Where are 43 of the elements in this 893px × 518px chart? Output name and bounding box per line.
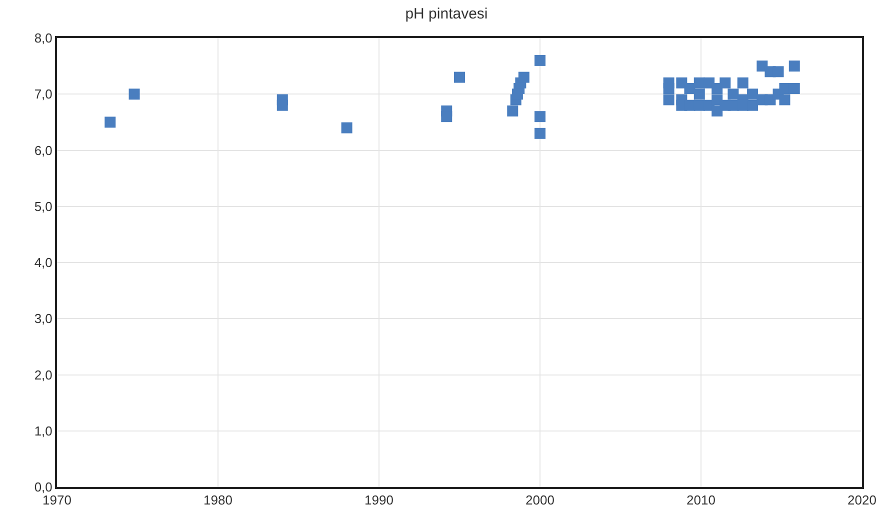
point: [663, 94, 674, 106]
point: [534, 128, 546, 139]
point: [737, 77, 748, 88]
y-tick-label: 6,0: [34, 142, 52, 158]
point: [772, 66, 784, 78]
point: [788, 83, 800, 94]
point: [779, 94, 790, 106]
x-tick-label: 1970: [42, 492, 72, 508]
point: [779, 83, 790, 94]
point: [747, 88, 758, 100]
point: [728, 100, 739, 111]
x-tick-label: 1990: [364, 492, 394, 508]
x-tick-label: 2020: [848, 492, 876, 508]
point: [507, 105, 518, 116]
point: [534, 54, 546, 66]
point: [747, 100, 758, 111]
point: [454, 72, 465, 83]
y-tick-label: 2,0: [34, 367, 52, 382]
x-tick-label: 2000: [526, 492, 554, 508]
point: [441, 111, 452, 122]
point: [720, 77, 731, 88]
point: [341, 122, 352, 134]
y-tick-label: 8,0: [34, 30, 52, 46]
point: [694, 88, 705, 100]
y-tick-label: 7,0: [34, 86, 52, 102]
y-tick-label: 1,0: [34, 423, 52, 438]
point: [728, 88, 739, 100]
point: [684, 83, 696, 94]
point: [534, 111, 546, 122]
y-tick-label: 5,0: [34, 198, 52, 214]
point: [684, 100, 696, 111]
y-tick-label: 3,0: [34, 311, 52, 326]
point: [276, 100, 288, 111]
point: [663, 83, 674, 94]
point: [788, 60, 800, 72]
point: [104, 116, 116, 128]
point: [128, 88, 140, 100]
y-tick-label: 4,0: [34, 255, 52, 270]
x-tick-label: 2010: [686, 492, 716, 508]
x-tick-label: 1980: [204, 492, 232, 508]
y-tick-label: 0,0: [34, 480, 52, 495]
chart-title: pH pintavesi: [405, 5, 488, 22]
point: [518, 72, 530, 83]
